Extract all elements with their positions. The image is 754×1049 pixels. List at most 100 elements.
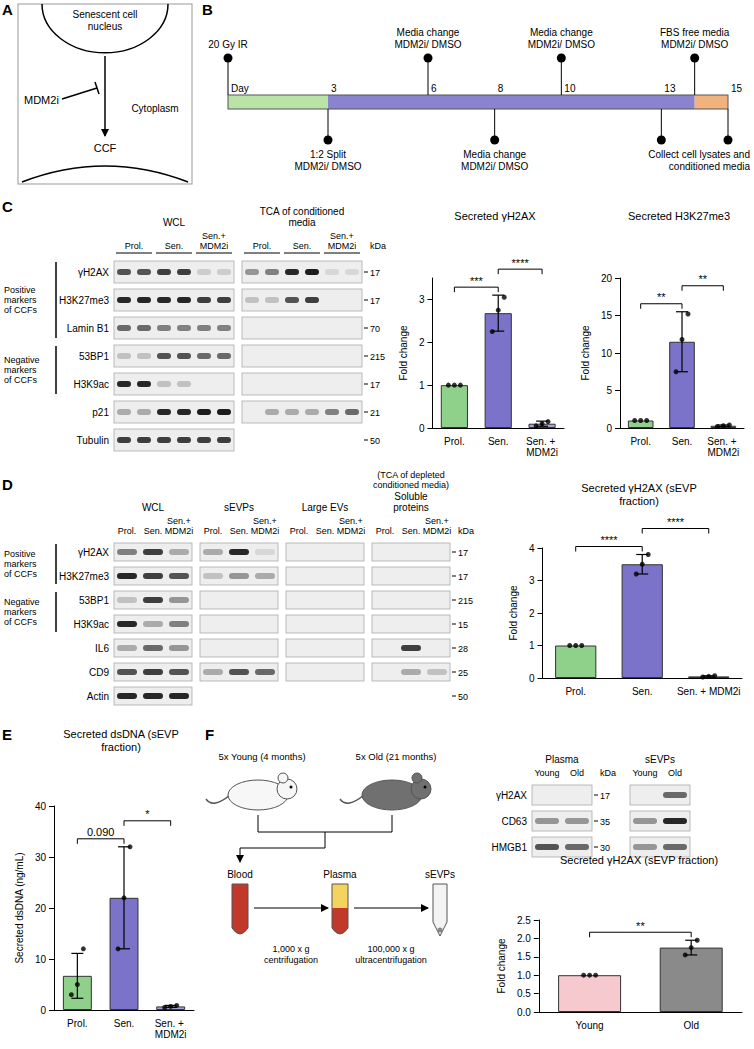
svg-text:γH2AX: γH2AX <box>78 267 109 278</box>
svg-text:0.5: 0.5 <box>517 988 531 999</box>
svg-text:30: 30 <box>35 852 47 863</box>
svg-text:70: 70 <box>370 324 380 334</box>
svg-text:MDM2i: MDM2i <box>165 526 194 536</box>
svg-text:Old: Old <box>668 768 682 778</box>
svg-text:D: D <box>2 476 13 493</box>
svg-text:conditioned media: conditioned media <box>669 161 751 172</box>
svg-text:Sen.: Sen. <box>165 241 184 251</box>
svg-text:***: *** <box>470 275 484 287</box>
svg-text:2.5: 2.5 <box>517 915 531 926</box>
svg-text:CCF: CCF <box>94 142 117 154</box>
svg-text:1: 1 <box>419 380 425 391</box>
svg-text:Sen. +: Sen. + <box>707 436 739 447</box>
svg-text:Prol.: Prol. <box>67 1018 88 1029</box>
svg-text:100,000 x g: 100,000 x g <box>367 944 414 954</box>
svg-text:215: 215 <box>370 352 385 362</box>
svg-text:kDa: kDa <box>458 526 474 536</box>
svg-text:HMGB1: HMGB1 <box>491 842 527 853</box>
svg-text:Fold change: Fold change <box>398 325 409 380</box>
svg-text:Prol.: Prol. <box>253 241 272 251</box>
svg-text:(TCA of depleted: (TCA of depleted <box>377 470 445 480</box>
svg-text:50: 50 <box>370 436 380 446</box>
svg-text:MDM2i/ DMSO: MDM2i/ DMSO <box>294 161 361 172</box>
svg-text:Actin: Actin <box>87 691 109 702</box>
svg-text:of CCFs: of CCFs <box>4 375 38 385</box>
svg-text:Prol.: Prol. <box>565 686 586 697</box>
svg-text:of CCFs: of CCFs <box>4 617 38 627</box>
svg-text:Prol.: Prol. <box>444 436 465 447</box>
svg-text:Lamin B1: Lamin B1 <box>67 323 110 334</box>
svg-text:17: 17 <box>458 572 468 582</box>
svg-text:15: 15 <box>731 83 743 94</box>
svg-text:MDM2i: MDM2i <box>24 94 59 106</box>
svg-text:Sen.+: Sen.+ <box>202 231 226 241</box>
svg-text:H3K27me3: H3K27me3 <box>59 571 109 582</box>
svg-text:Senescent cell: Senescent cell <box>72 9 137 20</box>
svg-text:2.0: 2.0 <box>517 933 531 944</box>
svg-text:γH2AX: γH2AX <box>78 547 109 558</box>
svg-text:Plasma: Plasma <box>323 869 357 880</box>
svg-text:markers: markers <box>4 295 37 305</box>
svg-text:of CCFs: of CCFs <box>4 305 38 315</box>
svg-text:53BP1: 53BP1 <box>79 351 109 362</box>
svg-text:Fold change: Fold change <box>580 325 591 380</box>
svg-text:**: ** <box>636 920 645 932</box>
svg-text:40: 40 <box>35 801 47 812</box>
svg-text:Positive: Positive <box>4 285 36 295</box>
svg-text:Prol.: Prol. <box>125 241 144 251</box>
svg-text:3: 3 <box>529 575 535 586</box>
svg-text:28: 28 <box>458 644 468 654</box>
svg-text:Fold change: Fold change <box>508 585 519 640</box>
svg-text:Sen.+: Sen.+ <box>339 516 363 526</box>
svg-text:Prol.: Prol. <box>204 526 223 536</box>
svg-text:0: 0 <box>606 423 612 434</box>
svg-text:0: 0 <box>40 1005 46 1016</box>
svg-text:17: 17 <box>600 791 610 801</box>
svg-text:of CCFs: of CCFs <box>4 569 38 579</box>
svg-text:Sen.: Sen. <box>632 686 653 697</box>
svg-text:15: 15 <box>458 620 468 630</box>
svg-text:sEVPs: sEVPs <box>645 754 675 765</box>
svg-text:MDM2i: MDM2i <box>708 447 740 458</box>
svg-text:1.0: 1.0 <box>517 970 531 981</box>
svg-text:Prol.: Prol. <box>376 526 395 536</box>
svg-text:Sen.: Sen. <box>488 436 509 447</box>
svg-text:15: 15 <box>601 310 613 321</box>
svg-text:Cytoplasm: Cytoplasm <box>131 103 178 114</box>
svg-text:H3K9ac: H3K9ac <box>73 619 109 630</box>
svg-text:MDM2i/ DMSO: MDM2i/ DMSO <box>461 161 528 172</box>
svg-text:MDM2i: MDM2i <box>526 447 558 458</box>
svg-text:2: 2 <box>529 608 535 619</box>
svg-text:Prol.: Prol. <box>630 436 651 447</box>
svg-text:Sen.: Sen. <box>144 526 163 536</box>
svg-text:Media change: Media change <box>397 27 460 38</box>
svg-text:10: 10 <box>564 83 576 94</box>
svg-text:TCA of conditioned: TCA of conditioned <box>260 206 345 217</box>
svg-text:13: 13 <box>664 83 676 94</box>
svg-text:Old: Old <box>683 1020 699 1031</box>
svg-text:Media change: Media change <box>463 149 526 160</box>
svg-text:Media change: Media change <box>530 27 593 38</box>
svg-text:Tubulin: Tubulin <box>77 435 109 446</box>
svg-text:CD9: CD9 <box>89 667 109 678</box>
svg-text:0: 0 <box>419 423 425 434</box>
svg-text:MDM2i/ DMSO: MDM2i/ DMSO <box>661 39 728 50</box>
svg-text:Sen.: Sen. <box>293 241 312 251</box>
svg-text:nucleus: nucleus <box>88 21 122 32</box>
svg-text:Blood: Blood <box>227 869 253 880</box>
svg-text:5: 5 <box>606 385 612 396</box>
svg-text:1.5: 1.5 <box>517 951 531 962</box>
svg-text:Prol.: Prol. <box>118 526 137 536</box>
svg-text:Soluble: Soluble <box>394 491 428 502</box>
svg-text:Plasma: Plasma <box>545 754 579 765</box>
svg-text:Prol.: Prol. <box>290 526 309 536</box>
svg-text:proteins: proteins <box>393 502 429 513</box>
svg-text:MDM2i: MDM2i <box>155 1029 187 1040</box>
svg-text:centrifugation: centrifugation <box>264 955 318 965</box>
svg-text:Sen.: Sen. <box>402 526 421 536</box>
svg-text:3: 3 <box>331 83 337 94</box>
svg-text:35: 35 <box>600 817 610 827</box>
svg-text:30: 30 <box>600 843 610 853</box>
svg-text:0.090: 0.090 <box>87 826 115 838</box>
svg-text:5x Old (21 months): 5x Old (21 months) <box>356 751 437 762</box>
